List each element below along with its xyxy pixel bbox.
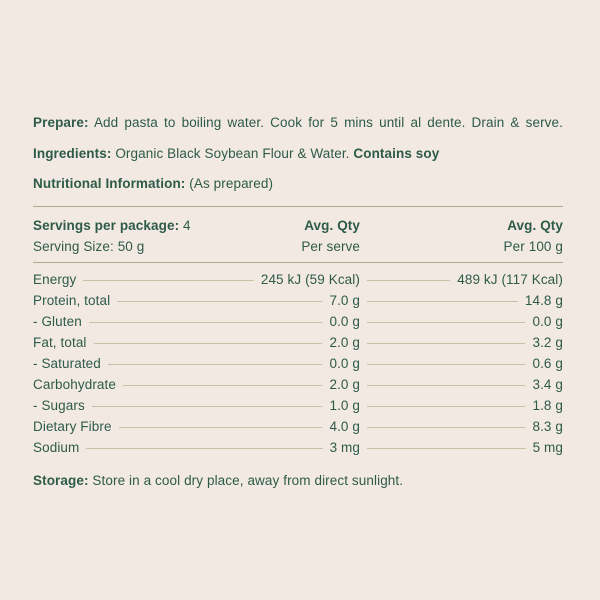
per-100g-value: 8.3 g [532,418,563,434]
column-header-per-serve-sub: Per serve [301,238,360,254]
nutrient-row-sugars: - Sugars 1.0 g 1.8 g [33,395,563,416]
per-serve-value: 0.0 g [329,356,360,371]
leader-line [367,447,526,449]
leader-line [367,343,526,345]
per-100g-value: 14.8 g [524,293,563,309]
servings-header-row-1: Servings per package: 4 Avg. Qty Avg. Qt… [33,215,563,236]
per-100g-value: 0.6 g [532,356,563,371]
prepare-label: Prepare: [33,115,89,130]
per-serve-value: 0.0 g [329,314,360,330]
nutrient-row-dietary-fibre: Dietary Fibre 4.0 g 8.3 g [33,416,563,437]
ingredients-text: Organic Black Soybean Flour & Water. [115,145,350,161]
allergen-statement: Contains soy [353,145,440,161]
servings-per-package: Servings per package: 4 [33,215,191,236]
ingredients-paragraph: Ingredients: Organic Black Soybean Flour… [33,145,563,162]
servings-per-package-label: Servings per package: [33,217,180,233]
leader-line [117,301,323,303]
per-100g-value: 5 mg [532,439,563,455]
nutrient-row-protein: Protein, total 7.0 g 14.8 g [33,290,563,311]
nutritional-information-label: Nutritional Information: [33,176,186,191]
leader-line [86,447,323,449]
per-serve-value: 3 mg [329,439,360,455]
leader-line [367,384,526,386]
servings-header-row-2: Serving Size: 50 g Per serve Per 100 g [33,236,563,257]
leader-line [367,405,526,407]
per-100g-value: 1.8 g [532,397,563,413]
prepare-paragraph: Prepare: Add pasta to boiling water. Coo… [33,114,563,131]
nutrient-label: Energy [33,272,77,288]
column-header-per-100g-title: Avg. Qty [507,217,563,233]
prepare-text: Add pasta to boiling water. Cook for 5 m… [93,115,563,130]
leader-line [367,322,526,324]
per-serve-value: 2.0 g [329,376,360,392]
as-prepared-note: (As prepared) [189,176,274,191]
per-100g-value: 0.0 g [532,314,563,330]
per-serve-value: 2.0 g [329,335,360,351]
leader-line [367,301,518,303]
leader-line [367,364,526,365]
nutrient-label: Dietary Fibre [33,418,112,434]
column-header-per-serve-title: Avg. Qty [304,217,360,233]
servings-per-package-value: 4 [183,217,191,233]
nutrient-label: Fat, total [33,335,87,351]
per-serve-value: 4.0 g [329,418,360,434]
ingredients-label: Ingredients: [33,145,112,161]
nutrient-label: Carbohydrate [33,376,116,392]
nutrient-row-gluten: - Gluten 0.0 g 0.0 g [33,311,563,332]
per-serve-value: 1.0 g [329,397,360,413]
storage-paragraph: Storage: Store in a cool dry place, away… [33,472,563,489]
serving-size: Serving Size: 50 g [33,236,144,257]
divider-header [33,261,563,263]
leader-line [367,280,451,282]
per-100g-value: 489 kJ (117 Kcal) [457,272,563,288]
nutrition-table: Energy 245 kJ (59 Kcal) 489 kJ (117 Kcal… [33,263,563,458]
per-serve-value: 7.0 g [329,293,360,309]
nutrient-label: - Saturated [33,356,101,371]
storage-label: Storage: [33,472,89,488]
divider-top [33,205,563,207]
column-header-per-100g-sub: Per 100 g [503,238,563,254]
label-content: Prepare: Add pasta to boiling water. Coo… [33,114,563,489]
per-100g-value: 3.4 g [532,376,563,392]
nutrient-label: - Gluten [33,314,82,330]
nutrient-label: Sodium [33,439,80,455]
storage-text: Store in a cool dry place, away from dir… [92,472,404,488]
nutrient-label: - Sugars [33,397,85,413]
nutrient-row-energy: Energy 245 kJ (59 Kcal) 489 kJ (117 Kcal… [33,270,563,291]
nutrient-row-carbohydrate: Carbohydrate 2.0 g 3.4 g [33,374,563,395]
nutrient-row-saturated: - Saturated 0.0 g 0.6 g [33,353,563,374]
nutrient-row-fat: Fat, total 2.0 g 3.2 g [33,332,563,353]
serving-size-value: 50 g [117,238,145,254]
nutrient-row-sodium: Sodium 3 mg 5 mg [33,437,563,458]
serving-size-label: Serving Size: [33,238,114,254]
per-100g-value: 3.2 g [532,335,563,351]
leader-line [118,426,323,428]
leader-line [123,384,323,386]
leader-line [93,343,323,345]
leader-line [91,405,323,407]
nutrient-label: Protein, total [33,293,111,309]
leader-line [367,426,526,428]
servings-header-left-2: Serving Size: 50 g Per serve [33,236,360,257]
servings-header-left-1: Servings per package: 4 Avg. Qty [33,215,360,236]
leader-line [83,280,254,282]
servings-header: Servings per package: 4 Avg. Qty Avg. Qt… [33,207,563,262]
leader-line [107,364,323,365]
nutritional-information-heading: Nutritional Information: (As prepared) [33,175,563,192]
per-serve-value: 245 kJ (59 Kcal) [260,272,360,288]
leader-line [88,322,323,324]
